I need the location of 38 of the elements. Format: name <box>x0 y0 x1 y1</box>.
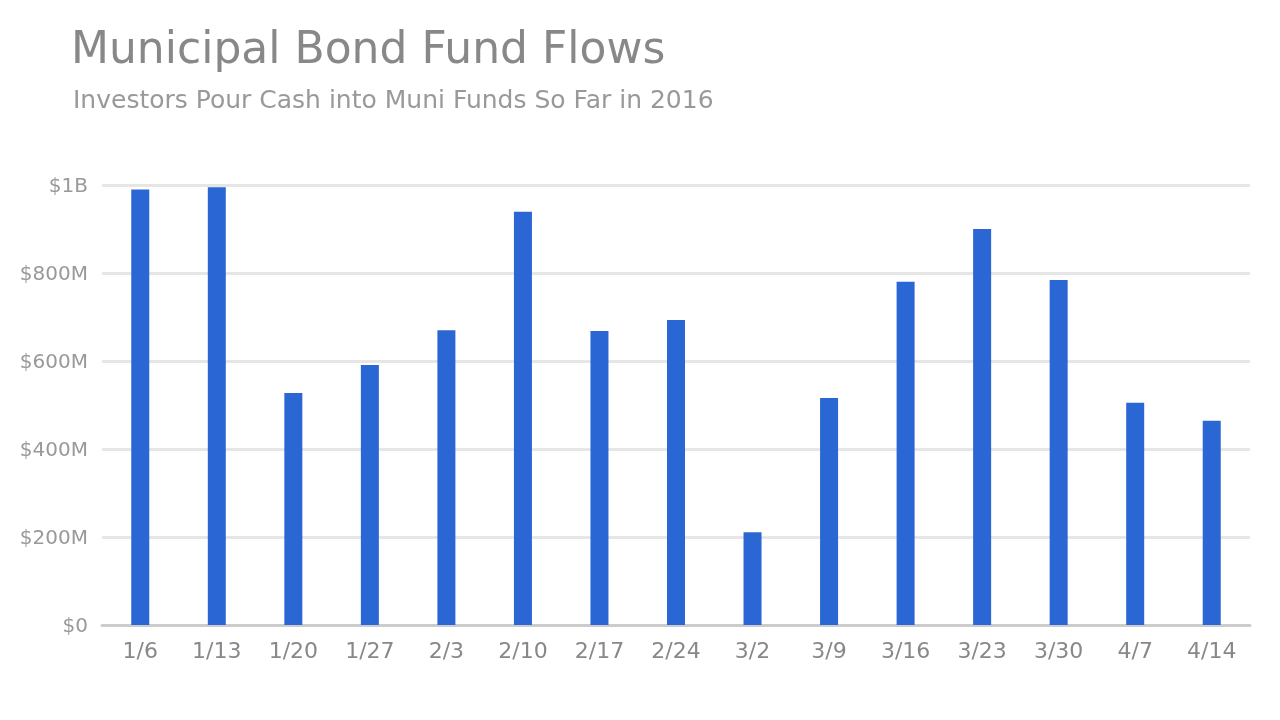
x-tick-label: 2/24 <box>651 637 701 663</box>
bar <box>131 189 150 625</box>
bar <box>667 320 685 625</box>
x-tick-label: 4/7 <box>1117 637 1153 663</box>
bar <box>207 187 226 625</box>
x-tick-label: 3/9 <box>811 637 847 663</box>
bar <box>513 211 532 625</box>
bar <box>590 331 609 625</box>
y-tick-label: $400M <box>19 437 88 461</box>
x-tick-label: 1/27 <box>345 637 395 663</box>
bar <box>437 330 456 625</box>
y-tick-label: $0 <box>62 613 88 637</box>
x-tick-label: 3/30 <box>1033 637 1084 663</box>
x-tick-label: 1/20 <box>268 637 319 663</box>
chart-title: Municipal Bond Fund Flows <box>71 21 666 73</box>
bar <box>360 364 379 625</box>
bar <box>896 281 915 625</box>
x-tick-label: 1/13 <box>192 637 242 663</box>
bar <box>820 397 839 625</box>
y-tick-label: $800M <box>19 261 88 285</box>
bar <box>1049 280 1068 625</box>
x-tick-label: 1/6 <box>122 637 158 663</box>
bar <box>1126 402 1145 625</box>
y-tick-label: $200M <box>19 525 88 549</box>
x-tick-label: 3/23 <box>957 637 1007 663</box>
bar <box>284 393 303 625</box>
bar <box>973 229 992 625</box>
x-tick-label: 2/10 <box>498 637 548 663</box>
x-tick-label: 3/2 <box>734 637 771 663</box>
x-tick-label: 4/14 <box>1187 637 1237 663</box>
bar <box>743 532 762 625</box>
chart-subtitle: Investors Pour Cash into Muni Funds So Far in 2016 <box>73 85 714 114</box>
bar <box>1202 420 1221 625</box>
x-tick-label: 2/3 <box>428 637 465 663</box>
y-tick-label: $600M <box>19 349 88 373</box>
x-tick-label: 2/17 <box>574 637 625 663</box>
x-tick-label: 3/16 <box>880 637 931 663</box>
y-tick-label: $1B <box>48 173 88 197</box>
